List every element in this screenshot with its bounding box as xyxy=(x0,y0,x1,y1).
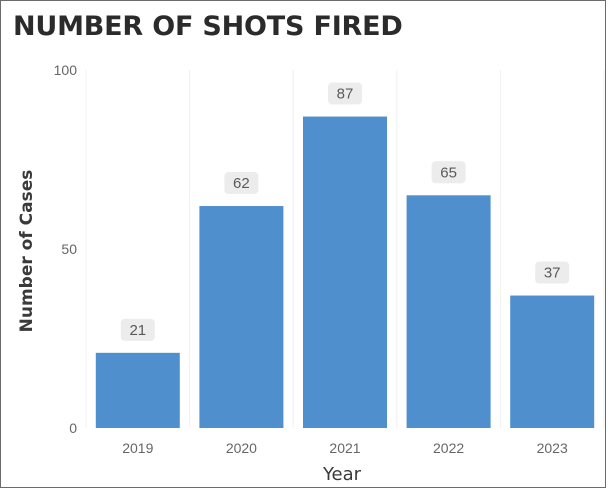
x-tick-label: 2023 xyxy=(537,440,568,456)
y-tick-label: 0 xyxy=(69,420,77,436)
data-label: 65 xyxy=(440,164,457,181)
y-tick-label: 50 xyxy=(61,241,77,257)
data-label: 87 xyxy=(337,86,354,103)
bar-2020 xyxy=(199,206,284,428)
bar-2019 xyxy=(95,352,180,428)
x-tick-label: 2020 xyxy=(226,440,257,456)
data-label: 62 xyxy=(233,175,250,192)
y-tick-label: 100 xyxy=(54,62,78,78)
x-tick-label: 2022 xyxy=(433,440,464,456)
data-label-badge xyxy=(328,82,362,105)
data-label: 37 xyxy=(544,265,561,282)
bar-2022 xyxy=(406,195,491,428)
x-axis-title: Year xyxy=(322,464,362,485)
data-label-badge xyxy=(224,172,259,195)
data-label-badge xyxy=(535,261,570,284)
y-axis-title: Number of Cases xyxy=(17,170,37,333)
x-tick-label: 2021 xyxy=(329,440,360,456)
data-label: 21 xyxy=(129,322,146,339)
bar-2021 xyxy=(303,116,387,428)
bar-2023 xyxy=(510,295,595,428)
x-tick-label: 2019 xyxy=(122,440,153,456)
data-label-badge xyxy=(120,318,155,341)
data-label-badge xyxy=(431,161,466,184)
chart-title: NUMBER OF SHOTS FIRED xyxy=(13,11,403,42)
